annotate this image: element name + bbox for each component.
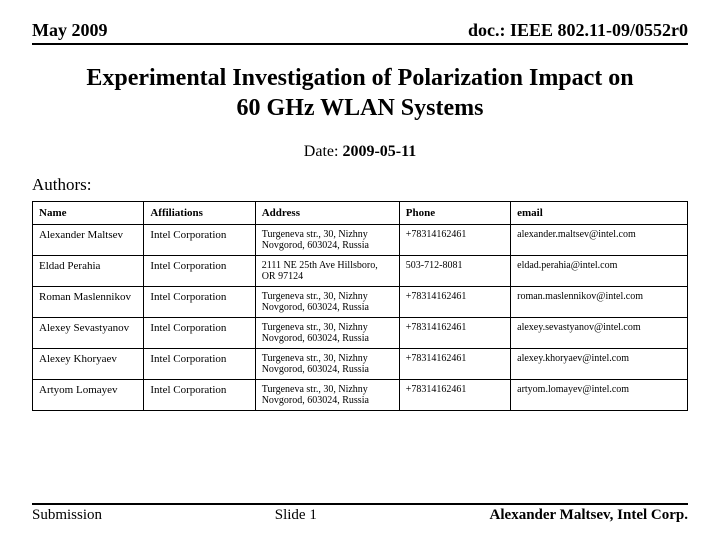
cell-name: Roman Maslennikov (33, 287, 144, 318)
table-row: Artyom LomayevIntel CorporationTurgeneva… (33, 380, 688, 411)
cell-address: Turgeneva str., 30, Nizhny Novgorod, 603… (255, 225, 399, 256)
cell-phone: +78314162461 (399, 349, 510, 380)
cell-affiliation: Intel Corporation (144, 380, 255, 411)
header-bar: May 2009 doc.: IEEE 802.11-09/0552r0 (32, 20, 688, 45)
cell-phone: 503-712-8081 (399, 256, 510, 287)
cell-name: Artyom Lomayev (33, 380, 144, 411)
date-value: 2009-05-11 (342, 143, 416, 160)
cell-affiliation: Intel Corporation (144, 349, 255, 380)
authors-table: Name Affiliations Address Phone email Al… (32, 201, 688, 411)
header-date: May 2009 (32, 20, 108, 41)
cell-affiliation: Intel Corporation (144, 256, 255, 287)
cell-name: Eldad Perahia (33, 256, 144, 287)
footer-left: Submission (32, 507, 102, 524)
cell-address: Turgeneva str., 30, Nizhny Novgorod, 603… (255, 318, 399, 349)
header-doc-number: doc.: IEEE 802.11-09/0552r0 (468, 20, 688, 41)
table-row: Alexey KhoryaevIntel CorporationTurgenev… (33, 349, 688, 380)
table-row: Roman MaslennikovIntel CorporationTurgen… (33, 287, 688, 318)
cell-email: alexey.khoryaev@intel.com (511, 349, 688, 380)
cell-email: artyom.lomayev@intel.com (511, 380, 688, 411)
col-email: email (511, 202, 688, 225)
col-address: Address (255, 202, 399, 225)
page-title: Experimental Investigation of Polarizati… (72, 63, 648, 123)
authors-label: Authors: (32, 175, 688, 195)
date-label: Date: (304, 143, 343, 160)
cell-address: 2111 NE 25th Ave Hillsboro, OR 97124 (255, 256, 399, 287)
cell-name: Alexey Khoryaev (33, 349, 144, 380)
table-row: Alexander MaltsevIntel CorporationTurgen… (33, 225, 688, 256)
cell-name: Alexey Sevastyanov (33, 318, 144, 349)
cell-name: Alexander Maltsev (33, 225, 144, 256)
footer-slide-number: Slide 1 (102, 507, 490, 524)
col-affiliations: Affiliations (144, 202, 255, 225)
cell-email: alexey.sevastyanov@intel.com (511, 318, 688, 349)
cell-address: Turgeneva str., 30, Nizhny Novgorod, 603… (255, 380, 399, 411)
cell-address: Turgeneva str., 30, Nizhny Novgorod, 603… (255, 349, 399, 380)
cell-affiliation: Intel Corporation (144, 287, 255, 318)
table-row: Eldad PerahiaIntel Corporation2111 NE 25… (33, 256, 688, 287)
cell-affiliation: Intel Corporation (144, 225, 255, 256)
table-row: Alexey SevastyanovIntel CorporationTurge… (33, 318, 688, 349)
cell-phone: +78314162461 (399, 287, 510, 318)
footer-bar: Submission Slide 1 Alexander Maltsev, In… (32, 503, 688, 524)
table-header-row: Name Affiliations Address Phone email (33, 202, 688, 225)
cell-phone: +78314162461 (399, 225, 510, 256)
cell-email: alexander.maltsev@intel.com (511, 225, 688, 256)
cell-affiliation: Intel Corporation (144, 318, 255, 349)
cell-address: Turgeneva str., 30, Nizhny Novgorod, 603… (255, 287, 399, 318)
col-phone: Phone (399, 202, 510, 225)
footer-author: Alexander Maltsev, Intel Corp. (490, 507, 688, 524)
cell-email: roman.maslennikov@intel.com (511, 287, 688, 318)
cell-phone: +78314162461 (399, 318, 510, 349)
cell-email: eldad.perahia@intel.com (511, 256, 688, 287)
col-name: Name (33, 202, 144, 225)
date-line: Date: 2009-05-11 (32, 143, 688, 161)
cell-phone: +78314162461 (399, 380, 510, 411)
